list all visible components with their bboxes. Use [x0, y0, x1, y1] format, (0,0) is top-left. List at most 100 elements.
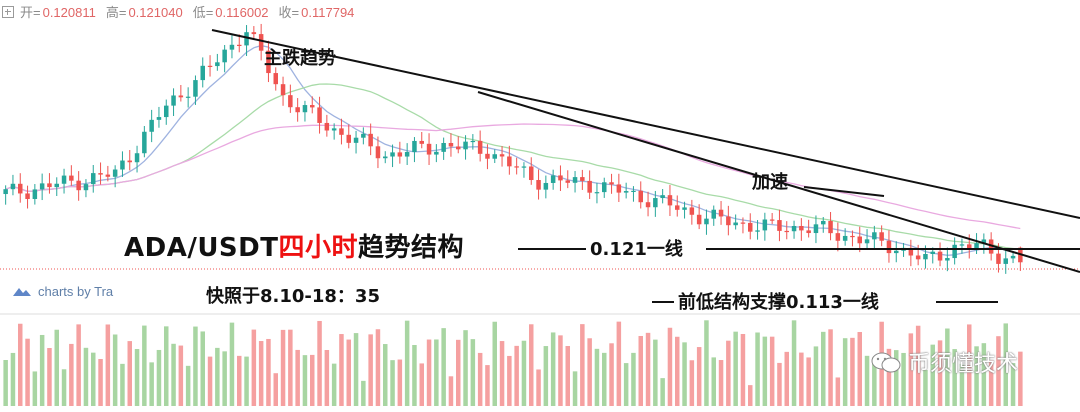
open-label: 开=: [20, 5, 41, 20]
volume-bar: [777, 362, 782, 406]
candle: [660, 188, 665, 204]
ma-fast-line: [5, 44, 1021, 256]
volume-bar: [477, 352, 483, 406]
candle: [91, 165, 96, 193]
volume-bar: [353, 333, 359, 406]
volume-bar: [726, 340, 731, 406]
volume-bar: [266, 338, 271, 406]
volume-bar: [769, 336, 775, 406]
volume-bar: [521, 340, 527, 406]
snapshot-time: 快照于8.10-18：35: [206, 286, 380, 307]
candle: [404, 143, 410, 165]
volume-bar: [529, 324, 534, 406]
candle: [237, 34, 242, 53]
volume-bar: [806, 357, 811, 406]
candle: [733, 214, 738, 230]
volume-bar: [696, 347, 702, 406]
volume-bar: [346, 339, 351, 406]
low-label: 低=: [192, 5, 214, 20]
accelerated-trendline: [477, 91, 1080, 273]
candle: [653, 190, 658, 217]
volume-bar: [864, 355, 870, 406]
main-trend-label: 主跌趋势: [264, 48, 336, 69]
volume-bar: [704, 320, 709, 406]
volume-bar: [361, 380, 366, 406]
candle: [426, 133, 432, 166]
candle: [550, 169, 556, 190]
volume-bar: [675, 336, 680, 406]
volume-bar: [288, 329, 293, 406]
candle: [623, 182, 629, 199]
volume-bar: [923, 370, 928, 406]
candle: [631, 186, 636, 202]
ma-mid-line: [5, 83, 1021, 250]
volume-bar: [514, 345, 519, 406]
expand-icon[interactable]: [2, 6, 14, 18]
volume-bar: [638, 335, 643, 406]
candle: [207, 55, 213, 77]
candle: [215, 53, 220, 71]
volume-bar: [426, 339, 432, 406]
candle: [127, 149, 132, 171]
ohlc-legend: 开= 0.120811 高= 0.121040 低= 0.116002 收= 0.117794: [0, 2, 364, 24]
close-value: 0.117794: [301, 5, 355, 20]
candle: [331, 123, 337, 140]
tradingview-branding[interactable]: charts by Tra: [12, 284, 113, 299]
title-pair: ADA/USDT: [124, 233, 279, 263]
candle: [857, 226, 862, 253]
volume-bar: [915, 325, 921, 406]
volume-bar: [295, 349, 300, 406]
candle: [1010, 251, 1016, 264]
watermark-text: 币须懂技术: [908, 352, 1019, 377]
candle: [142, 126, 147, 158]
volume-bar: [317, 320, 322, 406]
candle: [521, 162, 527, 178]
volume-bar: [981, 343, 987, 406]
title-timeframe: 四小时: [278, 233, 358, 263]
candle: [1003, 249, 1008, 274]
candle: [98, 162, 103, 185]
candle: [18, 173, 23, 203]
candle: [499, 146, 505, 167]
candle: [412, 137, 417, 163]
volume-bar: [456, 339, 461, 406]
volume-bar: [69, 343, 74, 406]
volume-bar: [762, 336, 768, 406]
candle: [799, 218, 804, 241]
candle: [390, 144, 395, 168]
volume-bar: [536, 369, 541, 406]
candle: [324, 114, 330, 137]
candle: [835, 222, 841, 252]
volume-bar: [485, 365, 490, 406]
candle: [726, 205, 731, 236]
volume-bar: [412, 345, 417, 406]
candle: [879, 225, 884, 247]
volume-bar: [689, 360, 695, 406]
volume-bar: [331, 363, 337, 406]
watermark: 币须懂技术: [870, 346, 1018, 378]
volume-bar: [98, 359, 103, 406]
volume-bar: [587, 338, 592, 406]
volume-bar: [558, 335, 563, 406]
moving-averages: [5, 44, 1021, 256]
candle: [748, 213, 753, 240]
candle: [485, 144, 490, 170]
brand-text: charts by Tra: [38, 284, 114, 299]
candle: [10, 174, 16, 196]
volume-bar: [580, 324, 585, 406]
candle: [580, 169, 585, 190]
candle: [32, 184, 38, 205]
volume-bar: [149, 362, 154, 406]
volume-bar: [448, 376, 454, 406]
volume-bar: [1010, 363, 1016, 406]
candle: [222, 44, 227, 73]
volume-bar: [835, 377, 841, 406]
resistance-label: 0.121一线: [590, 239, 683, 260]
candle: [645, 191, 651, 217]
volume-bar: [602, 352, 607, 406]
high-label: 高=: [105, 5, 127, 20]
volume-bar: [901, 352, 906, 406]
volume-bar: [784, 351, 789, 406]
